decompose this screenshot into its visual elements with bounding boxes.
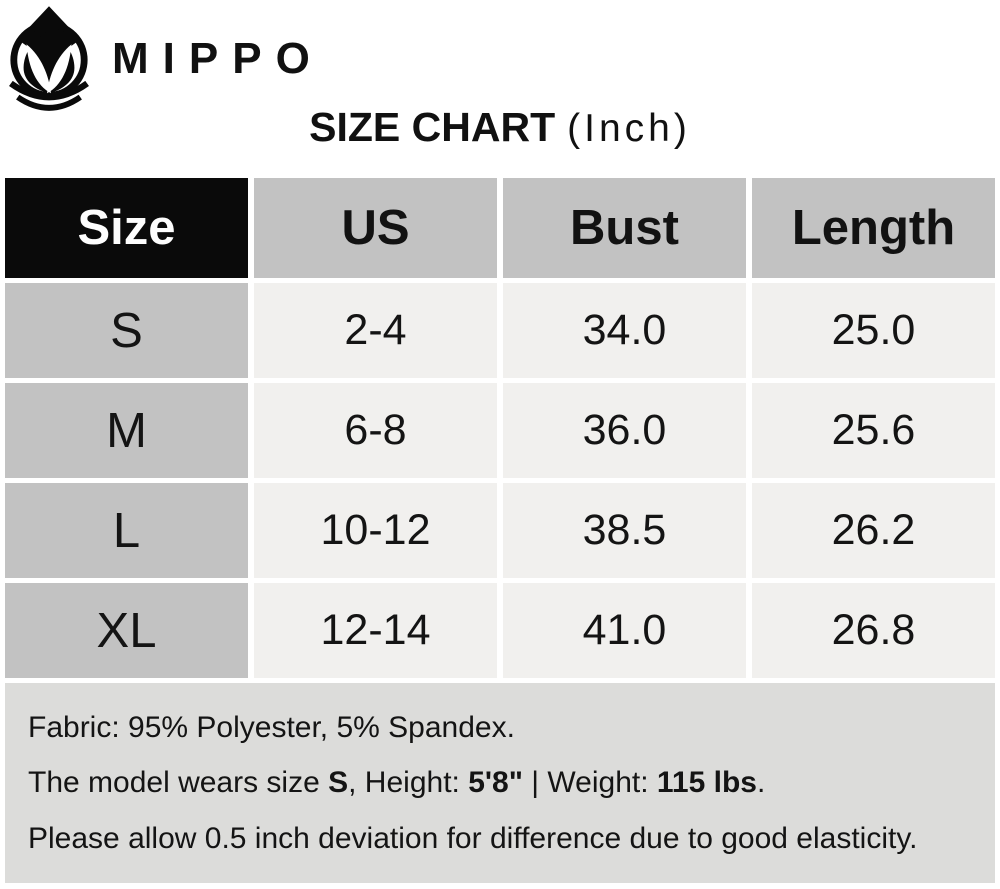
size-label: L bbox=[5, 483, 248, 578]
size-label: XL bbox=[5, 583, 248, 678]
note-text-bold: S bbox=[328, 766, 349, 799]
length-value: 26.2 bbox=[752, 483, 995, 578]
column-header-us: US bbox=[254, 178, 497, 278]
note-text: Please allow 0.5 inch deviation for diff… bbox=[28, 821, 918, 855]
note-deviation: Please allow 0.5 inch deviation for diff… bbox=[28, 822, 985, 856]
bust-value: 38.5 bbox=[503, 483, 746, 578]
note-text: , Height: bbox=[348, 766, 469, 799]
length-value: 25.0 bbox=[752, 283, 995, 378]
us-value: 12-14 bbox=[254, 583, 497, 678]
note-model: The model wears size S, Height: 5'8" | W… bbox=[28, 766, 985, 800]
size-chart-table: Size US Bust Length S 2-4 34.0 25.0 M 6-… bbox=[5, 178, 995, 678]
title-unit: (Inch) bbox=[567, 107, 691, 150]
bust-value: 41.0 bbox=[503, 583, 746, 678]
note-text-bold: 115 lbs bbox=[656, 766, 757, 799]
column-header-size: Size bbox=[5, 178, 248, 278]
us-value: 2-4 bbox=[254, 283, 497, 378]
us-value: 6-8 bbox=[254, 383, 497, 478]
column-header-bust: Bust bbox=[503, 178, 746, 278]
length-value: 25.6 bbox=[752, 383, 995, 478]
note-text-bold: 5'8" bbox=[468, 766, 523, 799]
mippo-logo-icon bbox=[9, 6, 89, 111]
size-label: S bbox=[5, 283, 248, 378]
us-value: 10-12 bbox=[254, 483, 497, 578]
note-text: | Weight: bbox=[522, 766, 657, 799]
note-text: . bbox=[756, 766, 766, 799]
column-header-length: Length bbox=[752, 178, 995, 278]
size-label: M bbox=[5, 383, 248, 478]
note-text: Fabric: 95% Polyester, 5% Spandex. bbox=[28, 710, 515, 744]
page-title: SIZE CHART (Inch) bbox=[0, 104, 1000, 151]
length-value: 26.8 bbox=[752, 583, 995, 678]
note-text: The model wears size bbox=[28, 766, 329, 799]
bust-value: 34.0 bbox=[503, 283, 746, 378]
notes-panel: Fabric: 95% Polyester, 5% Spandex. The m… bbox=[5, 683, 995, 883]
note-fabric: Fabric: 95% Polyester, 5% Spandex. bbox=[28, 711, 985, 745]
brand-name: MIPPO bbox=[112, 34, 324, 83]
title-main: SIZE CHART bbox=[309, 104, 556, 150]
bust-value: 36.0 bbox=[503, 383, 746, 478]
